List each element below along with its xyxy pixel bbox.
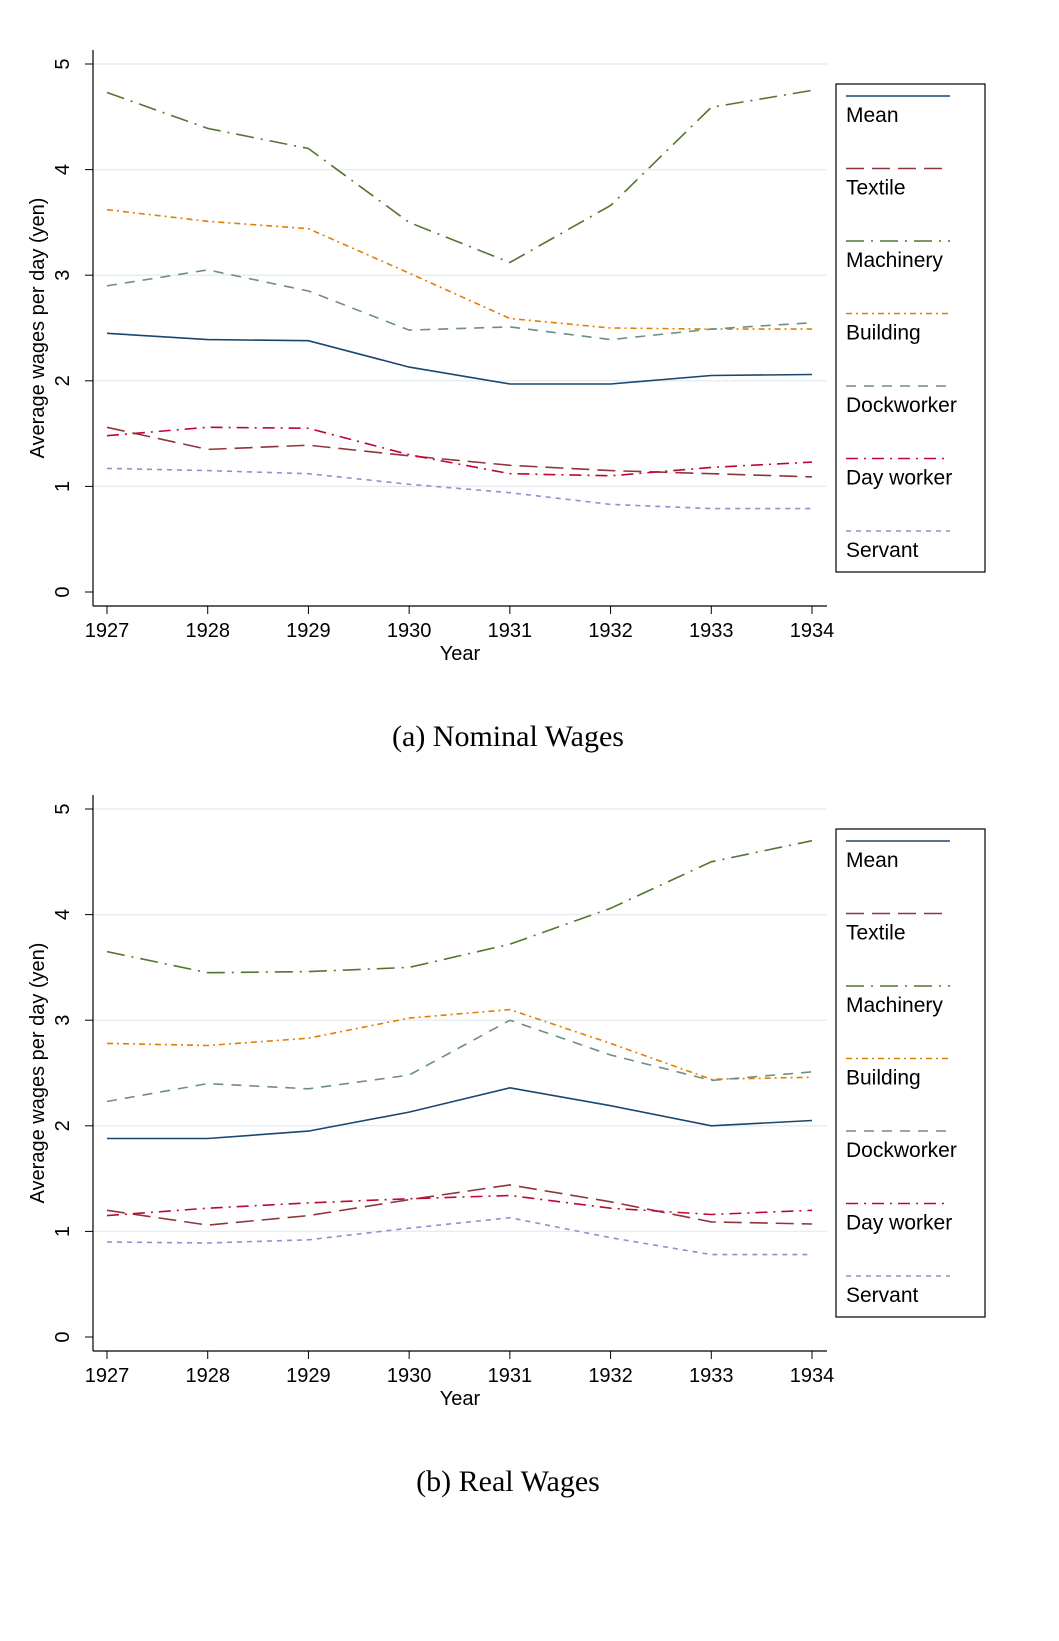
y-axis-label: Average wages per day (yen)	[27, 943, 49, 1204]
y-tick-label: 2	[52, 1120, 74, 1131]
x-tick-label: 1929	[286, 620, 331, 642]
legend-label: Machinery	[846, 249, 943, 272]
x-axis-label: Year	[440, 643, 481, 665]
chart-panel: 0 1 2 3 4 5 1927 1928 1929 1930 1931 1932 1933 1934 Ye…	[27, 795, 986, 1498]
legend-label: Day worker	[846, 467, 952, 490]
legend-label: Mean	[846, 104, 899, 127]
x-tick-label: 1929	[286, 1365, 331, 1387]
x-tick-label: 1928	[185, 620, 230, 642]
series-line-building	[106, 1008, 813, 1081]
series-line-mean	[106, 332, 813, 385]
series-line-servant	[106, 467, 812, 510]
legend-label: Mean	[846, 849, 899, 872]
series-line-dockworker	[106, 1019, 813, 1103]
series-line-machinery	[106, 839, 813, 974]
y-tick-label: 4	[52, 164, 74, 175]
x-tick-label: 1932	[588, 620, 633, 642]
series-line-machinery	[106, 89, 813, 264]
x-tick-label: 1928	[185, 1365, 230, 1387]
x-tick-label: 1927	[85, 1365, 130, 1387]
legend-label: Servant	[846, 1284, 919, 1307]
x-tick-label: 1933	[689, 620, 734, 642]
x-tick-label: 1931	[488, 1365, 533, 1387]
chart-caption: (a) Nominal Wages	[392, 720, 624, 753]
y-tick-label: 3	[52, 1015, 74, 1026]
chart-panel: 0 1 2 3 4 5 1927 1928 1929 1930 1931 1932 1933 1934 Ye…	[27, 50, 986, 753]
legend-label: Day worker	[846, 1212, 952, 1235]
x-tick-label: 1927	[85, 620, 130, 642]
x-tick-label: 1931	[488, 620, 533, 642]
series-line-dockworker	[106, 269, 813, 341]
series-line-textile	[106, 1184, 813, 1226]
x-tick-label: 1932	[588, 1365, 633, 1387]
legend-box	[835, 83, 986, 573]
legend-label: Dockworker	[846, 1139, 957, 1162]
legend-label: Dockworker	[846, 394, 957, 417]
legend-label: Textile	[846, 177, 906, 200]
series-line-mean	[107, 1086, 813, 1140]
series-line-day-worker	[106, 1194, 813, 1217]
y-tick-label: 1	[52, 1226, 74, 1237]
legend-label: Building	[846, 322, 921, 345]
y-tick-label: 0	[52, 586, 74, 597]
y-tick-label: 2	[52, 375, 74, 386]
y-tick-label: 3	[52, 270, 74, 281]
chart-caption: (b) Real Wages	[416, 1465, 600, 1498]
legend-label: Machinery	[846, 994, 943, 1017]
series-line-servant	[106, 1216, 812, 1256]
legend-label: Textile	[846, 922, 906, 945]
series-line-building	[106, 208, 812, 330]
x-tick-label: 1930	[387, 620, 432, 642]
y-axis-label: Average wages per day (yen)	[27, 198, 49, 459]
y-tick-label: 5	[52, 58, 74, 69]
y-tick-label: 0	[52, 1331, 74, 1342]
x-axis-label: Year	[440, 1388, 481, 1410]
legend-box	[835, 828, 986, 1318]
series-line-textile	[106, 426, 813, 478]
x-tick-label: 1930	[387, 1365, 432, 1387]
x-tick-label: 1934	[790, 620, 835, 642]
y-tick-label: 1	[52, 481, 74, 492]
x-tick-label: 1933	[689, 1365, 734, 1387]
legend: Mean Textile Machinery Building Dockworker Da…	[835, 828, 986, 1318]
legend-label: Building	[846, 1067, 921, 1090]
y-tick-label: 5	[52, 803, 74, 814]
series-line-day-worker	[106, 426, 813, 477]
legend: Mean Textile Machinery Building Dockworker Da…	[835, 83, 986, 573]
x-tick-label: 1934	[790, 1365, 835, 1387]
y-tick-label: 4	[52, 909, 74, 920]
legend-label: Servant	[846, 539, 919, 562]
